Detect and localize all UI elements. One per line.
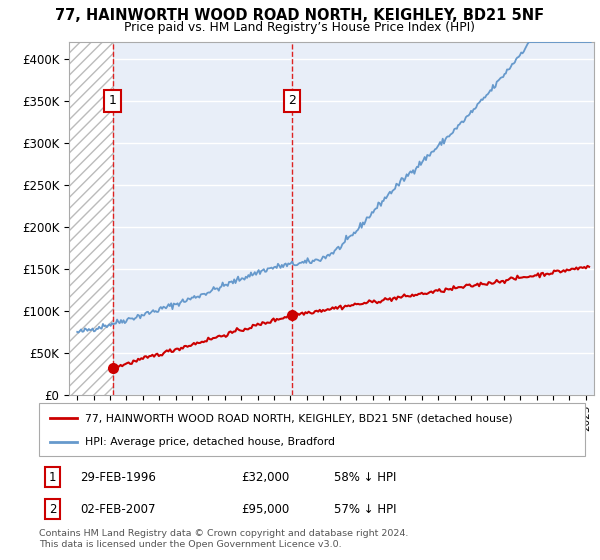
- Text: HPI: Average price, detached house, Bradford: HPI: Average price, detached house, Brad…: [85, 436, 335, 446]
- Bar: [69, 42, 113, 395]
- Text: 2: 2: [49, 503, 56, 516]
- Text: 02-FEB-2007: 02-FEB-2007: [80, 503, 155, 516]
- Text: 1: 1: [49, 471, 56, 484]
- Text: 1: 1: [109, 94, 116, 108]
- Text: £32,000: £32,000: [241, 471, 289, 484]
- Text: 77, HAINWORTH WOOD ROAD NORTH, KEIGHLEY, BD21 5NF: 77, HAINWORTH WOOD ROAD NORTH, KEIGHLEY,…: [55, 8, 545, 24]
- Text: 58% ↓ HPI: 58% ↓ HPI: [334, 471, 396, 484]
- Text: 29-FEB-1996: 29-FEB-1996: [80, 471, 156, 484]
- Text: £95,000: £95,000: [241, 503, 289, 516]
- Text: 57% ↓ HPI: 57% ↓ HPI: [334, 503, 397, 516]
- FancyBboxPatch shape: [39, 403, 585, 456]
- Text: 2: 2: [288, 94, 296, 108]
- Text: Contains HM Land Registry data © Crown copyright and database right 2024.
This d: Contains HM Land Registry data © Crown c…: [39, 529, 409, 549]
- Text: 77, HAINWORTH WOOD ROAD NORTH, KEIGHLEY, BD21 5NF (detached house): 77, HAINWORTH WOOD ROAD NORTH, KEIGHLEY,…: [85, 413, 513, 423]
- Text: Price paid vs. HM Land Registry’s House Price Index (HPI): Price paid vs. HM Land Registry’s House …: [125, 21, 476, 34]
